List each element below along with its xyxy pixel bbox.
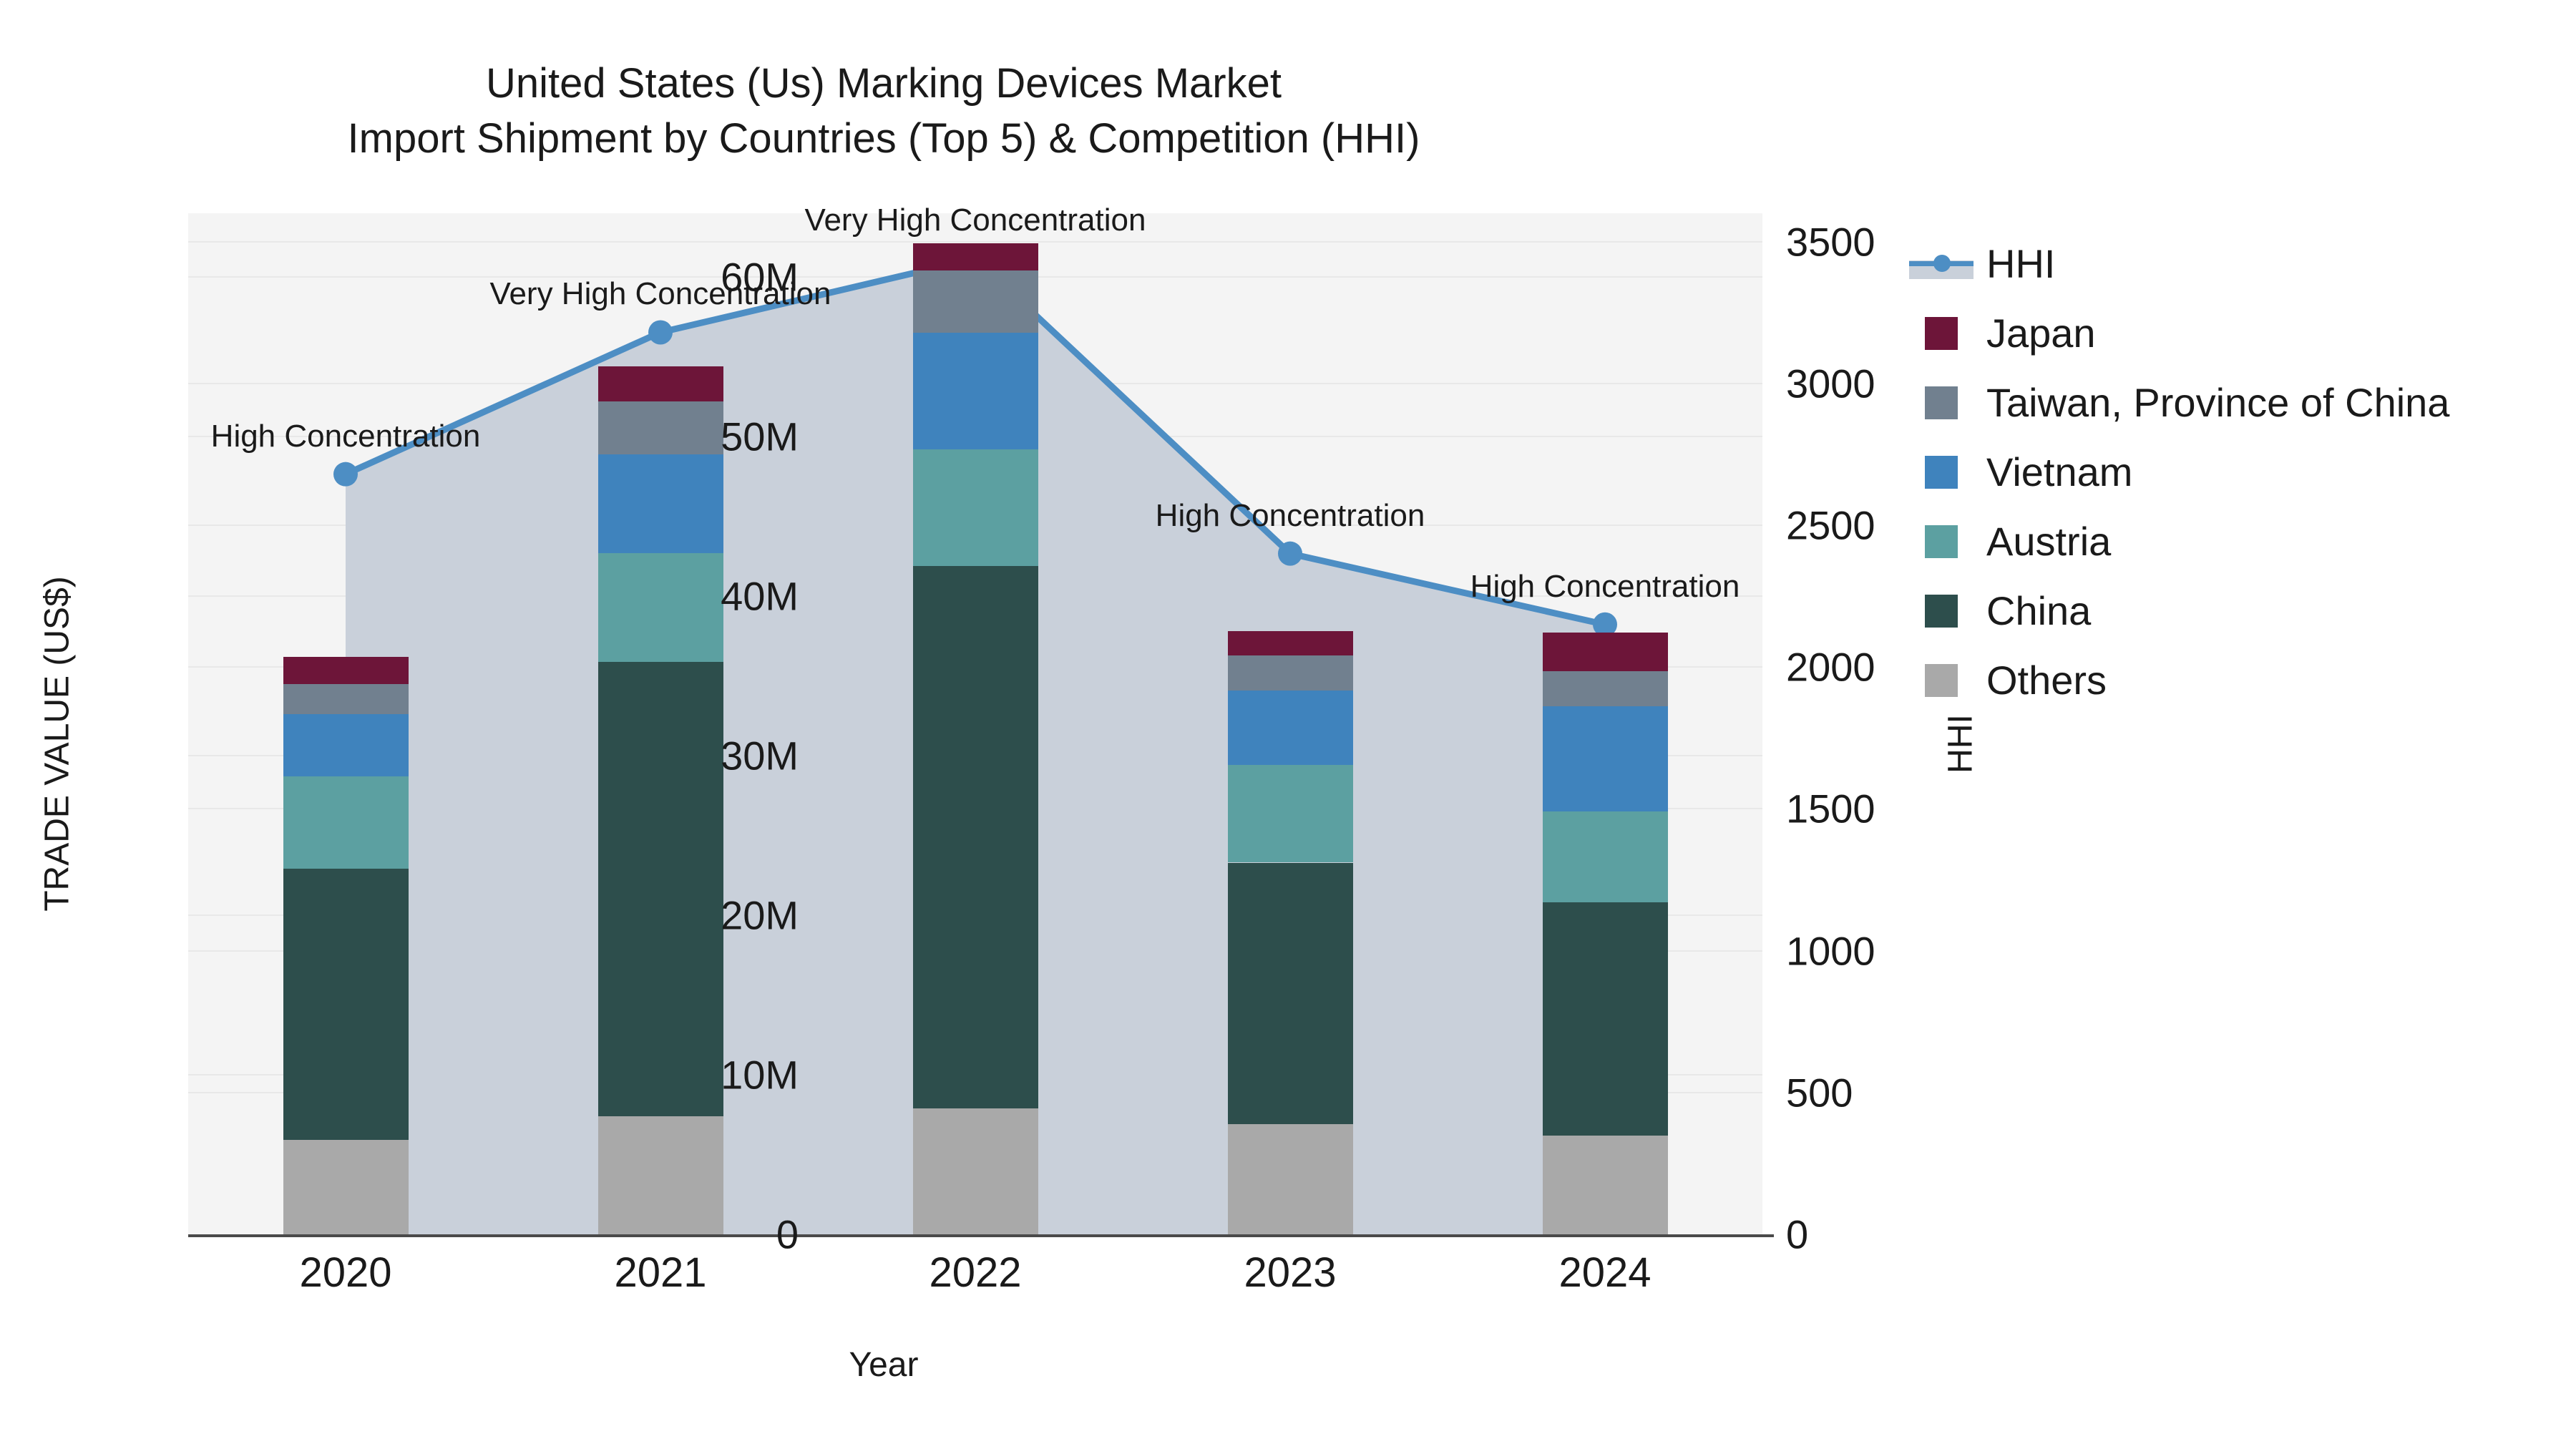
bar-segment[interactable] [1227, 690, 1353, 766]
legend-item-label: Vietnam [1986, 449, 2133, 494]
bar-segment[interactable] [597, 401, 723, 454]
plot-area [188, 213, 1762, 1234]
legend-item-label: Taiwan, Province of China [1986, 380, 2450, 425]
legend-color-swatch [1925, 594, 1958, 628]
concentration-label: High Concentration [1155, 497, 1425, 533]
chart-title: United States (Us) Marking Devices Marke… [0, 56, 1767, 166]
hhi-point-marker[interactable] [333, 462, 358, 487]
legend-color-swatch [1925, 525, 1958, 558]
legend-color-swatch [1925, 455, 1958, 489]
x-axis-tick-label: 2023 [1244, 1249, 1337, 1296]
bar-segment[interactable] [1542, 811, 1668, 903]
bar-segment[interactable] [283, 869, 409, 1141]
bar-segment[interactable] [597, 454, 723, 553]
bar-group[interactable] [1227, 631, 1353, 1234]
bar-segment[interactable] [597, 661, 723, 1117]
bar-segment[interactable] [283, 776, 409, 869]
concentration-label: Very High Concentration [804, 203, 1146, 238]
bar-group[interactable] [912, 243, 1038, 1234]
y-axis-left-tick-label: 50M [721, 414, 799, 459]
y-axis-right-tick-label: 3000 [1786, 361, 1875, 406]
legend-item[interactable]: Japan [1925, 298, 2555, 368]
bar-segment[interactable] [912, 270, 1038, 333]
x-axis-tick-label: 2021 [614, 1249, 707, 1296]
bar-segment[interactable] [283, 1140, 409, 1234]
x-axis-tick-label: 2022 [929, 1249, 1022, 1296]
bar-segment[interactable] [1542, 1135, 1668, 1234]
legend-item-label: HHI [1986, 241, 2056, 286]
bar-segment[interactable] [283, 656, 409, 684]
gridline [188, 240, 1762, 243]
bar-segment[interactable] [1542, 706, 1668, 812]
y-axis-left-tick-label: 10M [721, 1052, 799, 1098]
y-axis-left-title: TRADE VALUE (US$) [38, 576, 77, 912]
chart-title-line-1: United States (Us) Marking Devices Marke… [486, 60, 1282, 107]
x-axis-tick-label: 2024 [1558, 1249, 1652, 1296]
hhi-point-marker[interactable] [1593, 612, 1617, 637]
bar-segment[interactable] [283, 683, 409, 715]
legend: HHI Japan Taiwan, Province of China Vietnam… [1909, 229, 2555, 715]
legend-item[interactable]: Austria [1925, 507, 2555, 576]
y-axis-right-tick-label: 1000 [1786, 928, 1875, 974]
y-axis-right-tick-label: 3500 [1786, 219, 1875, 265]
legend-item[interactable]: HHI [1909, 229, 2555, 298]
y-axis-right-tick-label: 1500 [1786, 786, 1875, 831]
bar-segment[interactable] [1542, 670, 1668, 706]
y-axis-left-tick-label: 20M [721, 892, 799, 938]
legend-item[interactable]: Others [1925, 645, 2555, 715]
bar-segment[interactable] [1227, 655, 1353, 691]
chart-title-line-2: Import Shipment by Countries (Top 5) & C… [347, 115, 1420, 162]
legend-color-swatch [1925, 663, 1958, 697]
bar-segment[interactable] [912, 1108, 1038, 1234]
hhi-point-marker[interactable] [648, 320, 673, 345]
legend-item-label: Japan [1986, 311, 2096, 356]
bar-segment[interactable] [597, 366, 723, 402]
bar-group[interactable] [1542, 633, 1668, 1234]
bar-segment[interactable] [1227, 1124, 1353, 1234]
y-axis-right-tick-label: 2500 [1786, 502, 1875, 548]
concentration-label: High Concentration [210, 418, 481, 454]
x-axis-title: Year [849, 1346, 919, 1384]
y-axis-left-tick-label: 30M [721, 733, 799, 779]
concentration-label: Very High Concentration [489, 276, 831, 312]
y-axis-right-tick-label: 2000 [1786, 644, 1875, 690]
hhi-point-marker[interactable] [1278, 541, 1302, 566]
y-axis-left-tick-label: 0 [776, 1211, 799, 1257]
bar-segment[interactable] [597, 1116, 723, 1234]
x-axis-tick-label: 2020 [299, 1249, 392, 1296]
bar-group[interactable] [283, 656, 409, 1234]
bar-segment[interactable] [1227, 862, 1353, 1125]
bar-group[interactable] [597, 366, 723, 1234]
bar-segment[interactable] [1542, 902, 1668, 1136]
bar-segment[interactable] [912, 449, 1038, 566]
x-axis-line [188, 1234, 1774, 1237]
y-axis-right-tick-label: 500 [1786, 1070, 1853, 1116]
bar-segment[interactable] [283, 714, 409, 777]
bar-segment[interactable] [597, 552, 723, 662]
legend-item[interactable]: Taiwan, Province of China [1925, 368, 2555, 437]
y-axis-left-tick-label: 40M [721, 573, 799, 619]
legend-color-swatch [1925, 316, 1958, 350]
y-axis-right-tick-label: 0 [1786, 1211, 1809, 1257]
bar-segment[interactable] [1542, 633, 1668, 671]
legend-line-icon [1909, 248, 1974, 280]
legend-item-label: Others [1986, 658, 2107, 703]
legend-item[interactable]: China [1925, 576, 2555, 645]
legend-item-label: China [1986, 588, 2092, 633]
legend-color-swatch [1925, 386, 1958, 419]
legend-item-label: Austria [1986, 519, 2112, 564]
bar-segment[interactable] [912, 565, 1038, 1108]
bar-segment[interactable] [1227, 765, 1353, 863]
legend-line-marker-icon [1933, 254, 1951, 272]
bar-segment[interactable] [1227, 631, 1353, 655]
y-axis-left-tick-label: 60M [721, 254, 799, 300]
bar-segment[interactable] [912, 333, 1038, 449]
bar-segment[interactable] [912, 243, 1038, 271]
legend-item[interactable]: Vietnam [1925, 437, 2555, 507]
concentration-label: High Concentration [1470, 568, 1740, 604]
